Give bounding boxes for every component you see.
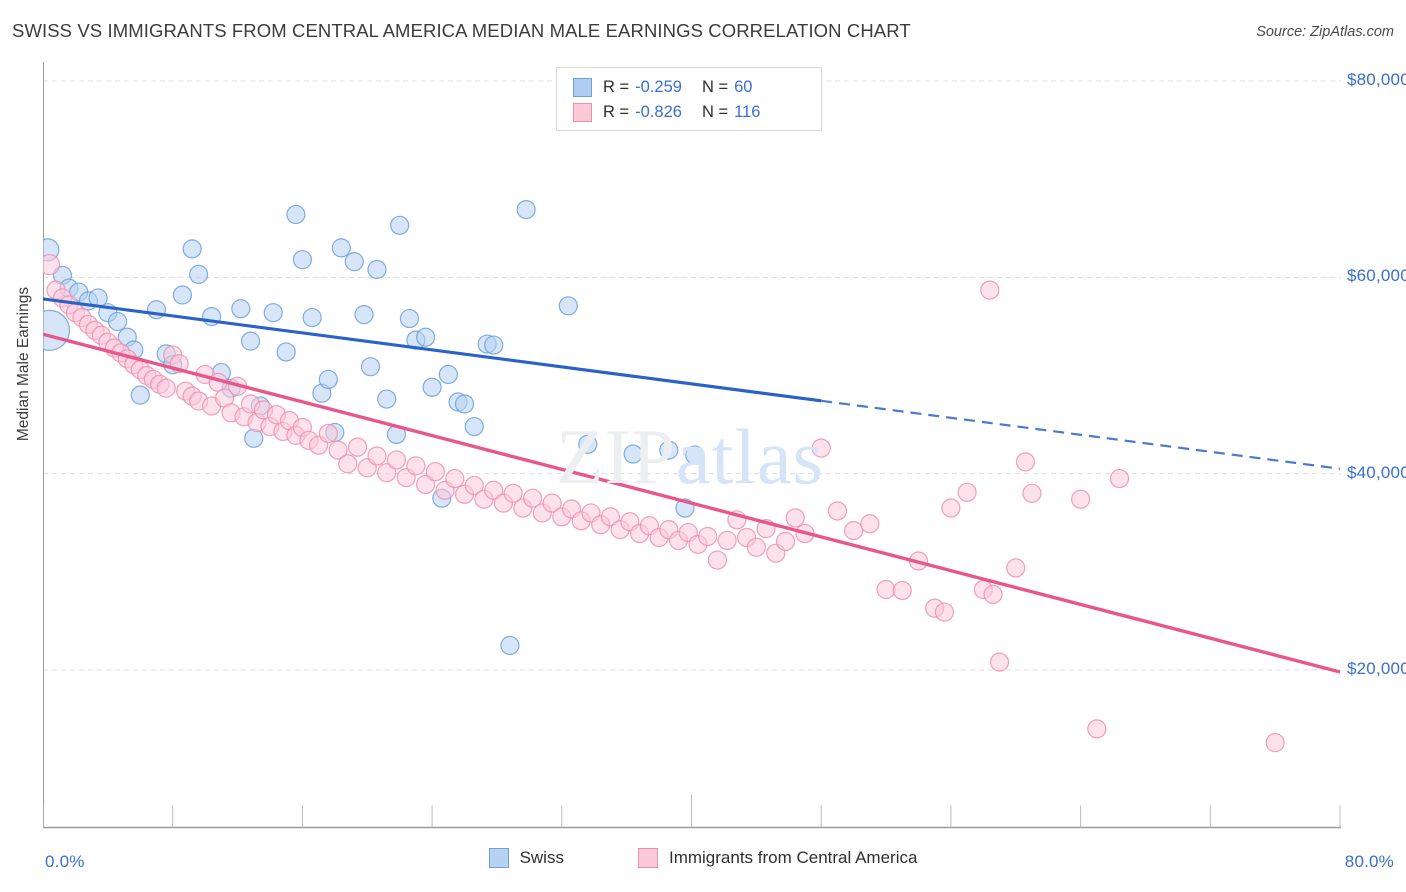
stats-row-central-america: R = -0.826 N = 116 <box>573 100 821 125</box>
legend-swatch-central-america-icon <box>637 848 658 868</box>
scatter-plot-area <box>43 62 1341 837</box>
x-axis-tick-max: 80.0% <box>1344 852 1394 871</box>
x-axis-tick-min: 0.0% <box>45 852 85 871</box>
swiss-r-key: R = <box>603 78 630 96</box>
chart-legend: Swiss Immigrants from Central America <box>0 848 1406 868</box>
stats-row-swiss: R = -0.259 N = 60 <box>573 75 821 100</box>
ca-n-value: 116 <box>734 103 761 121</box>
source-attribution: Source: ZipAtlas.com <box>1256 24 1394 40</box>
swiss-color-swatch-icon <box>573 78 592 97</box>
chart-canvas <box>43 62 1341 829</box>
central-america-color-swatch-icon <box>573 103 592 122</box>
legend-label-swiss: Swiss <box>519 848 564 867</box>
y-axis-title: Median Male Earnings <box>15 286 32 442</box>
y-axis-tick-20000: $20,000 <box>1347 659 1406 678</box>
legend-swatch-swiss-icon <box>488 848 509 868</box>
y-axis-tick-40000: $40,000 <box>1347 462 1406 482</box>
legend-label-central-america: Immigrants from Central America <box>668 848 918 867</box>
correlation-stats-box: R = -0.259 N = 60 R = -0.826 N = 116 <box>556 67 822 131</box>
ca-n-key: N = <box>701 103 729 121</box>
y-axis-tick-60000: $60,000 <box>1347 266 1406 286</box>
legend-item-swiss[interactable]: Swiss <box>488 848 564 868</box>
swiss-n-key: N = <box>701 78 729 96</box>
y-axis-tick-80000: $80,000 <box>1347 70 1406 89</box>
swiss-r-value: -0.259 <box>635 78 682 96</box>
swiss-n-value: 60 <box>734 78 753 96</box>
ca-r-key: R = <box>603 103 630 121</box>
page-title: SWISS VS IMMIGRANTS FROM CENTRAL AMERICA… <box>12 20 911 41</box>
legend-item-central-america[interactable]: Immigrants from Central America <box>637 848 918 868</box>
ca-r-value: -0.826 <box>635 103 682 121</box>
